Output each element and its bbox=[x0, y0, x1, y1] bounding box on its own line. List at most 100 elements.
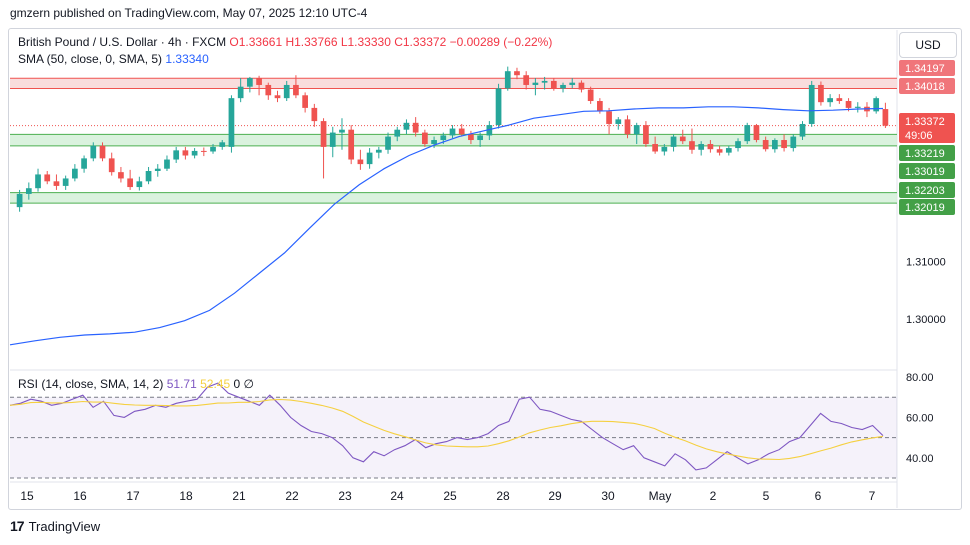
candle-body bbox=[606, 111, 612, 124]
time-tick-label: 23 bbox=[338, 489, 352, 503]
time-tick-label: 2 bbox=[710, 489, 717, 503]
currency-selector[interactable]: USD bbox=[899, 32, 957, 58]
candle-body bbox=[357, 159, 364, 165]
rsi-ma-value: 52.45 bbox=[200, 377, 231, 391]
candle-body bbox=[366, 152, 373, 165]
time-tick-label: 25 bbox=[443, 489, 457, 503]
candle-body bbox=[762, 140, 769, 150]
candle-body bbox=[25, 188, 32, 194]
time-tick-label: 18 bbox=[179, 489, 193, 503]
candle-body bbox=[403, 122, 410, 130]
candle-body bbox=[532, 82, 539, 85]
candle-body bbox=[477, 135, 483, 141]
candle-body bbox=[873, 98, 880, 112]
candle-body bbox=[486, 125, 493, 136]
price-tick-label: 1.30000 bbox=[906, 314, 946, 326]
price-tag bbox=[899, 182, 955, 198]
candle-body bbox=[707, 144, 714, 150]
candle-body bbox=[293, 84, 299, 96]
time-tick-label: 5 bbox=[763, 489, 770, 503]
candle-body bbox=[458, 128, 465, 135]
candle-body bbox=[394, 129, 401, 137]
tradingview-brand: TradingView bbox=[28, 518, 101, 534]
candle-body bbox=[412, 122, 419, 133]
rsi-tick-label: 80.00 bbox=[906, 372, 934, 384]
candle-body bbox=[569, 82, 576, 85]
price-tag-label: 1.32203 bbox=[905, 185, 945, 197]
candle-body bbox=[182, 150, 189, 156]
candle-body bbox=[200, 150, 207, 152]
candle-body bbox=[422, 132, 428, 145]
price-tag-label: 1.32019 bbox=[905, 202, 945, 214]
candle-body bbox=[882, 109, 889, 126]
candle-body bbox=[541, 80, 548, 83]
time-tick-label: 15 bbox=[20, 489, 34, 503]
sr-zone bbox=[10, 134, 897, 146]
price-tag bbox=[899, 78, 955, 94]
sma-legend[interactable]: SMA (50, close, 0, SMA, 5) 1.33340 bbox=[18, 52, 209, 66]
sr-zone bbox=[10, 78, 897, 89]
tradingview-logo-icon: 17 bbox=[10, 518, 25, 534]
time-tick-label: 29 bbox=[548, 489, 562, 503]
candle-body bbox=[744, 125, 751, 142]
rsi-tick-label: 40.00 bbox=[906, 453, 934, 465]
publisher-header: gmzern published on TradingView.com, May… bbox=[10, 6, 368, 20]
time-tick-label: 7 bbox=[869, 489, 876, 503]
candle-body bbox=[118, 172, 124, 179]
candle-body bbox=[44, 174, 51, 182]
rsi-extra: 0 ∅ bbox=[233, 377, 254, 391]
candle-body bbox=[449, 128, 456, 136]
candle-body bbox=[661, 146, 668, 152]
time-tick-label: 22 bbox=[285, 489, 299, 503]
price-tag bbox=[899, 145, 955, 161]
candle-body bbox=[504, 71, 511, 89]
candle-body bbox=[440, 135, 447, 141]
candle-body bbox=[652, 144, 658, 152]
rsi-legend[interactable]: RSI (14, close, SMA, 14, 2) 51.71 52.45 … bbox=[18, 377, 254, 391]
candle-body bbox=[735, 141, 741, 149]
candle-body bbox=[265, 84, 272, 96]
candle-body bbox=[808, 84, 815, 124]
candle-body bbox=[154, 168, 161, 171]
time-tick-label: 16 bbox=[73, 489, 87, 503]
price-tag-label: 1.33372 bbox=[905, 116, 945, 128]
candle-body bbox=[62, 178, 69, 186]
candle-body bbox=[523, 75, 530, 85]
symbol-legend[interactable]: British Pound / U.S. Dollar · 4h · FXCM … bbox=[18, 35, 552, 49]
candle-body bbox=[348, 129, 355, 160]
candle-body bbox=[578, 82, 585, 90]
candle-body bbox=[550, 80, 557, 89]
candle-body bbox=[597, 101, 603, 112]
candle-body bbox=[818, 84, 824, 103]
candle-body bbox=[219, 142, 226, 147]
sma-line bbox=[9, 106, 884, 346]
candle-body bbox=[799, 123, 806, 137]
price-tag-label: 1.34197 bbox=[905, 63, 945, 75]
ohlc-values: O1.33661 H1.33766 L1.33330 C1.33372 −0.0… bbox=[229, 35, 553, 49]
candle-body bbox=[624, 119, 631, 135]
candle-body bbox=[753, 125, 760, 141]
time-tick-label: 21 bbox=[232, 489, 246, 503]
price-tag bbox=[899, 60, 955, 76]
candle-body bbox=[237, 86, 244, 99]
candle-body bbox=[164, 159, 170, 169]
candle-body bbox=[633, 125, 640, 135]
tradingview-logo[interactable]: 17 TradingView bbox=[10, 518, 100, 534]
candle-body bbox=[228, 98, 235, 147]
candle-body bbox=[854, 106, 861, 108]
candle-body bbox=[615, 119, 622, 124]
time-tick-label: May bbox=[649, 489, 672, 503]
candle-body bbox=[81, 158, 87, 169]
candle-body bbox=[495, 88, 502, 126]
candle-body bbox=[514, 71, 520, 76]
candle-body bbox=[560, 84, 566, 89]
sma-label: SMA (50, close, 0, SMA, 5) bbox=[18, 52, 163, 66]
candle-body bbox=[283, 84, 290, 99]
rsi-value: 51.71 bbox=[166, 377, 197, 391]
candle-body bbox=[431, 140, 437, 145]
sma-value: 1.33340 bbox=[165, 52, 209, 66]
price-tag-label: 1.34018 bbox=[905, 81, 945, 93]
candle-body bbox=[385, 136, 391, 150]
price-tag bbox=[899, 113, 955, 143]
